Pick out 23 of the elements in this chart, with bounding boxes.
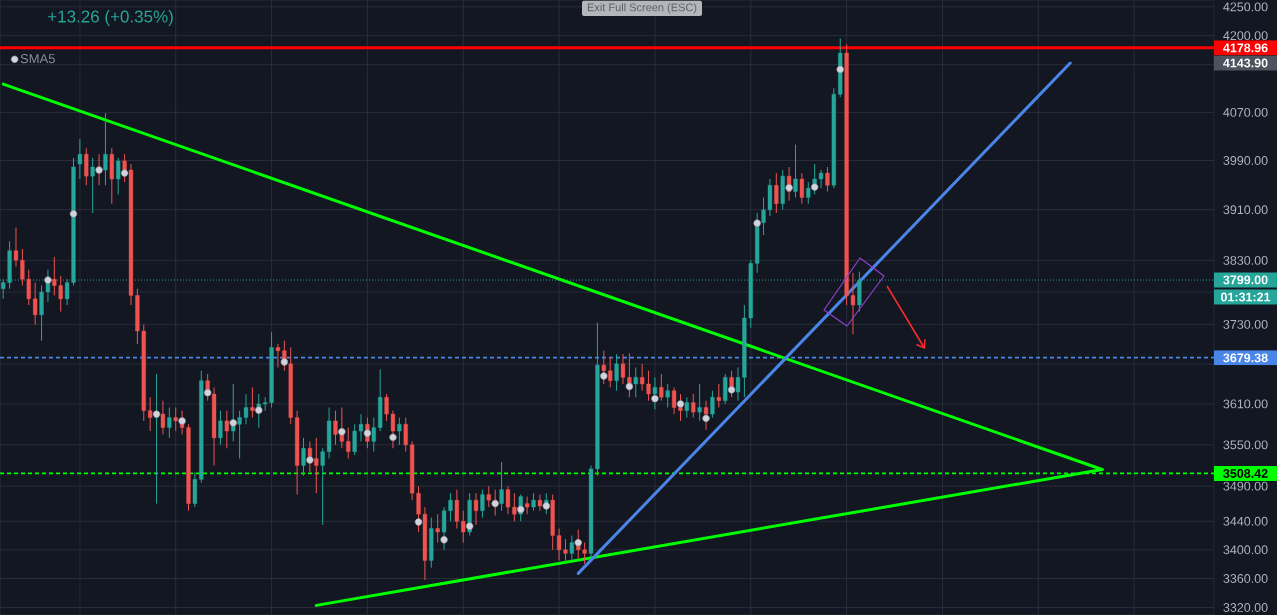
- y-tick-label: 3320.00: [1223, 603, 1268, 612]
- y-tick-label: 4070.00: [1223, 107, 1268, 117]
- ref-line-label: 3679.38: [1223, 353, 1268, 363]
- text: 4143.90: [1223, 58, 1268, 68]
- y-tick-label: 4200.00: [1223, 31, 1268, 41]
- ref-line-label: 3799.00: [1223, 275, 1268, 285]
- legend-label: SMA5: [20, 54, 55, 64]
- ref-line-label: 3508.42: [1223, 469, 1268, 478]
- y-tick-label: 3990.00: [1223, 156, 1268, 165]
- y-tick-label: 3440.00: [1223, 516, 1268, 526]
- y-tick-label: 3400.00: [1223, 545, 1268, 555]
- y-tick-label: 3490.00: [1223, 481, 1268, 491]
- y-tick-label: 3360.00: [1223, 574, 1268, 583]
- annotation: Exit Full Screen (ESC): [587, 3, 697, 14]
- annotation: +13.26 (+0.35%): [48, 10, 173, 26]
- ref-line-label: 4178.96: [1223, 43, 1268, 53]
- y-tick-label: 3730.00: [1223, 319, 1268, 329]
- y-tick-label: 3910.00: [1223, 205, 1268, 215]
- y-tick-label: 4250.00: [1223, 2, 1268, 12]
- y-tick-label: 3610.00: [1223, 399, 1268, 409]
- y-tick-label: 3830.00: [1223, 255, 1268, 265]
- text: 01:31:21: [1220, 292, 1271, 302]
- y-tick-label: 3550.00: [1223, 440, 1268, 450]
